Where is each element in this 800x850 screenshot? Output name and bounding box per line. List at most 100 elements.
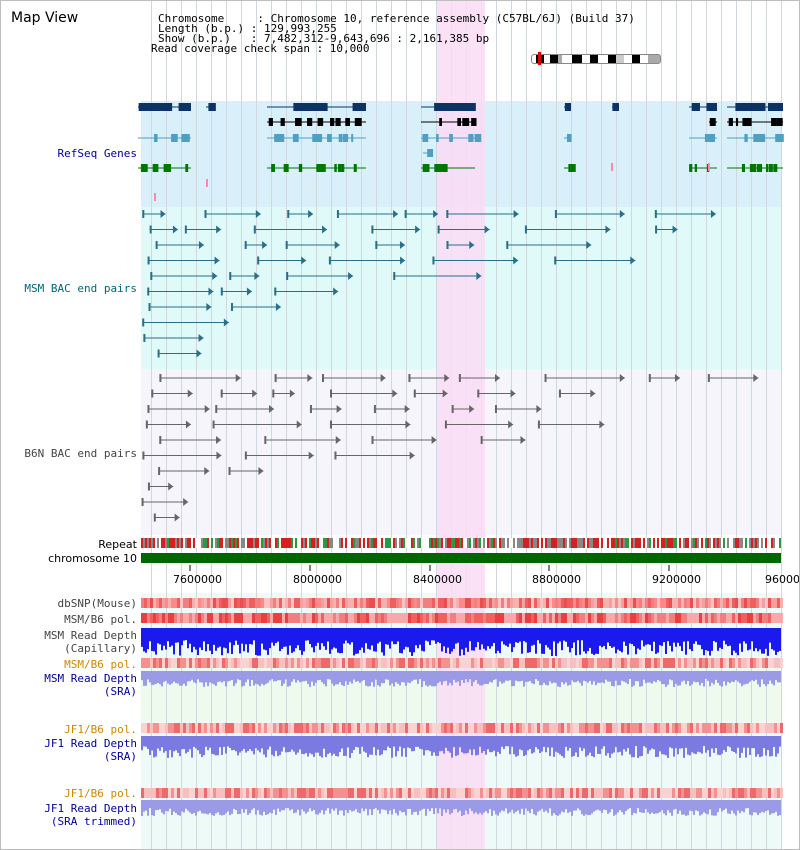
msm-depth-sra-bar	[697, 671, 699, 683]
msm-b6-pol-heat	[654, 613, 657, 623]
repeat-mark	[349, 538, 351, 548]
msm-depth-sra-bar	[285, 671, 287, 680]
msm-b6-pol-heat	[384, 658, 387, 668]
jf1-depth-sra-bar	[339, 736, 341, 752]
jf1-b6-pol-heat	[756, 723, 759, 733]
jf1-depth-sra-bar	[491, 736, 493, 753]
jf1-depth-sra-bar	[561, 736, 563, 757]
dbsnp-heat	[390, 598, 393, 608]
b6n-bac-end	[174, 513, 180, 522]
msm-depth-sra-bar	[357, 671, 359, 682]
jf1-depth-sra-bar	[531, 736, 533, 754]
msm-depth-sra-bar	[767, 671, 769, 685]
msm-depth-sra-bar	[253, 671, 255, 686]
repeat-mark	[553, 538, 555, 548]
jf1-b6-pol-heat	[264, 788, 267, 798]
msm-depth-capillary-bar	[343, 628, 345, 644]
msm-depth-capillary-bar	[561, 628, 563, 651]
msm-b6-pol-heat	[684, 613, 687, 623]
jf1-b6-pol-heat	[681, 723, 684, 733]
msm-b6-pol-heat	[741, 613, 744, 623]
msm-b6-pol-heat	[276, 658, 279, 668]
msm-depth-sra-bar	[227, 671, 229, 682]
msm-b6-pol-heat	[141, 658, 144, 668]
msm-depth-sra-bar	[515, 671, 517, 681]
msm-b6-pol-heat	[375, 613, 378, 623]
jf1-b6-pol-heat	[720, 788, 723, 798]
jf1-depth-trimmed-bar	[723, 800, 725, 811]
msm-b6-pol-heat	[594, 658, 597, 668]
msm-b6-pol-heat	[423, 613, 426, 623]
jf1-b6-pol-heat	[405, 788, 408, 798]
repeat-mark	[273, 538, 275, 548]
jf1-b6-pol-heat	[717, 723, 720, 733]
jf1-depth-sra-bar	[633, 736, 635, 758]
jf1-depth-trimmed-bar	[375, 800, 377, 809]
jf1-depth-sra-bar	[385, 736, 387, 751]
grid-line	[646, 1, 647, 849]
dbsnp-heat	[516, 598, 519, 608]
jf1-depth-trimmed-bar	[489, 800, 491, 810]
repeat-mark	[405, 538, 407, 548]
jf1-b6-pol-heat	[324, 788, 327, 798]
refseq-exon	[181, 134, 187, 142]
msm-depth-sra-bar	[187, 671, 189, 682]
refseq-exon	[744, 134, 748, 142]
jf1-depth-trimmed-bar	[677, 800, 679, 814]
dbsnp-heat	[501, 598, 504, 608]
msm-depth-capillary-bar	[421, 628, 423, 651]
msm-depth-sra-bar	[233, 671, 235, 686]
jf1-depth-trimmed-bar	[637, 800, 639, 809]
jf1-b6-pol-heat	[381, 723, 384, 733]
repeat-mark	[179, 538, 181, 548]
refseq-exon	[358, 103, 366, 111]
msm-depth-capillary-bar	[669, 628, 671, 646]
jf1-depth-sra-bar	[663, 736, 665, 755]
repeat-mark	[147, 538, 149, 548]
msm-depth-capillary-bar	[271, 628, 273, 643]
jf1-depth-sra-bar	[609, 736, 611, 758]
msm-depth-capillary-bar	[339, 628, 341, 654]
refseq-exon	[462, 118, 470, 126]
jf1-depth-trimmed-bar	[671, 800, 673, 816]
refseq-exon	[706, 103, 717, 111]
msm-depth-sra-bar	[321, 671, 323, 683]
jf1-b6-pol-heat	[519, 788, 522, 798]
msm-b6-pol-heat	[339, 613, 342, 623]
msm-b6-pol-heat	[459, 613, 462, 623]
msm-depth-capillary-bar	[779, 628, 781, 651]
jf1-depth-trimmed-bar	[765, 800, 767, 812]
repeat-mark	[411, 538, 413, 548]
jf1-b6-pol-heat	[780, 723, 783, 733]
msm-b6-pol-heat	[480, 613, 483, 623]
msm-b6-pol-heat	[414, 658, 417, 668]
jf1-depth-trimmed-bar	[285, 800, 287, 809]
jf1-b6-pol-heat	[417, 788, 420, 798]
jf1-b6-pol-heat	[726, 788, 729, 798]
repeat-mark	[355, 538, 357, 548]
repeat-mark	[295, 538, 297, 548]
msm-depth-capillary-bar	[537, 628, 539, 641]
grid-line	[526, 1, 527, 849]
msm-depth-sra-bar	[251, 671, 253, 680]
dbsnp-heat	[288, 598, 291, 608]
chromosome-ideogram[interactable]	[531, 54, 661, 64]
msm-b6-pol-heat	[435, 613, 438, 623]
msm-bac-end	[253, 225, 256, 234]
msm-b6-pol-heat	[696, 613, 699, 623]
jf1-depth-sra-bar	[707, 736, 709, 751]
jf1-depth-sra-bar	[203, 736, 205, 756]
msm-b6-pol-heat	[777, 658, 780, 668]
msm-b6-pol-heat	[189, 613, 192, 623]
repeat-mark	[141, 538, 143, 548]
dbsnp-heat	[558, 598, 561, 608]
msm-depth-capillary-bar	[389, 628, 391, 649]
jf1-depth-sra-bar	[255, 736, 257, 749]
jf1-depth-sra-bar	[541, 736, 543, 752]
msm-b6-pol-heat	[573, 658, 576, 668]
msm-depth-capillary-bar	[653, 628, 655, 642]
msm-b6-pol-heat	[354, 613, 357, 623]
msm-depth-capillary-bar	[329, 628, 331, 654]
msm-depth-sra-bar	[167, 671, 169, 684]
